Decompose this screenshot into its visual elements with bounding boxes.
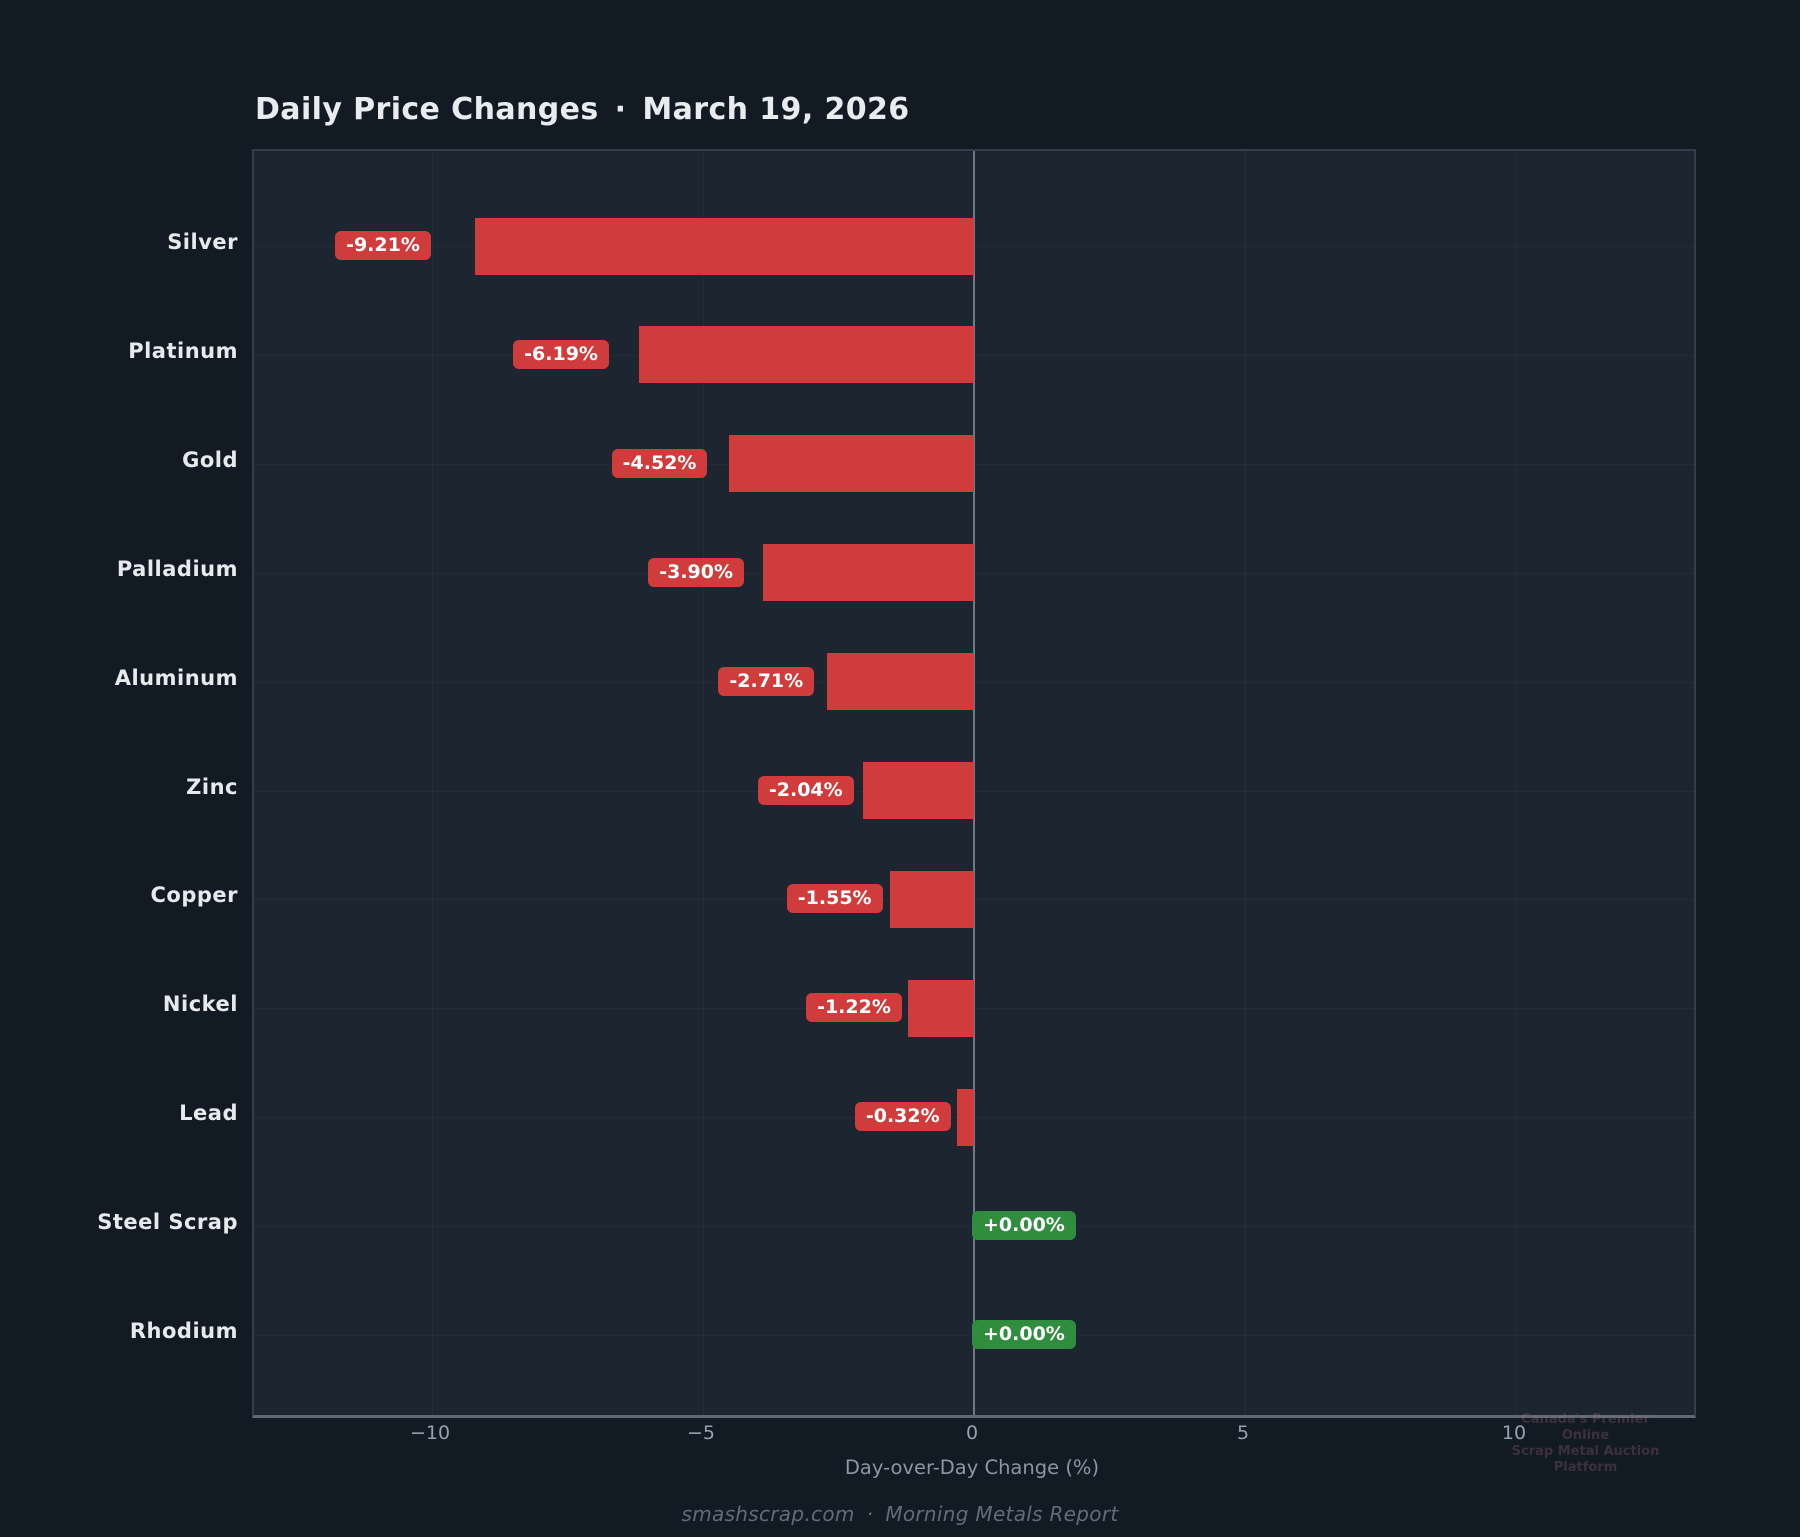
chart-title-left: Daily Price Changes bbox=[255, 92, 599, 127]
y-gridline bbox=[254, 1117, 1694, 1118]
category-label-gold: Gold bbox=[182, 447, 238, 472]
category-label-rhodium: Rhodium bbox=[129, 1319, 238, 1343]
watermark-line1: Canada's Premier Online bbox=[1521, 1412, 1650, 1443]
category-label-steel-scrap: Steel Scrap bbox=[97, 1210, 238, 1235]
category-label-platinum: Platinum bbox=[128, 338, 238, 363]
bar-lead bbox=[956, 1088, 974, 1146]
y-gridline bbox=[254, 464, 1694, 465]
category-label-nickel: Nickel bbox=[162, 992, 238, 1017]
chart-title-right: March 19, 2026 bbox=[642, 92, 910, 127]
y-gridline bbox=[254, 791, 1694, 792]
bar-silver bbox=[474, 217, 974, 275]
bar-aluminum bbox=[827, 653, 974, 711]
value-badge-nickel: -1.22% bbox=[806, 993, 902, 1023]
x-gridline bbox=[1245, 151, 1246, 1415]
category-label-palladium: Palladium bbox=[116, 556, 238, 581]
footer-credit: smashscrap.com · Morning Metals Report bbox=[0, 1502, 1800, 1526]
x-tick-label: −5 bbox=[686, 1422, 715, 1444]
footer-site: smashscrap.com bbox=[681, 1502, 855, 1526]
bar-gold bbox=[729, 435, 974, 493]
category-label-zinc: Zinc bbox=[186, 774, 238, 799]
value-badge-copper: -1.55% bbox=[786, 884, 883, 914]
category-label-silver: Silver bbox=[167, 230, 238, 254]
category-label-copper: Copper bbox=[150, 883, 238, 908]
x-tick-label: 5 bbox=[1236, 1422, 1250, 1444]
chart-title: Daily Price Changes · March 19, 2026 bbox=[255, 92, 910, 127]
value-badge-gold: -4.52% bbox=[611, 448, 708, 478]
y-gridline bbox=[254, 899, 1694, 900]
category-label-aluminum: Aluminum bbox=[114, 665, 238, 690]
bar-palladium bbox=[762, 544, 974, 602]
site-watermark: Canada's Premier Online Scrap Metal Auct… bbox=[1498, 1412, 1673, 1476]
chart-title-separator: · bbox=[614, 92, 627, 127]
bar-nickel bbox=[907, 979, 974, 1037]
x-tick-label: −10 bbox=[409, 1422, 451, 1444]
zero-line bbox=[973, 151, 975, 1415]
value-badge-rhodium: +0.00% bbox=[972, 1320, 1076, 1349]
watermark-line2: Scrap Metal Auction Platform bbox=[1511, 1444, 1660, 1475]
plot-area: -9.21% -6.19% -4.52% -3.90% -2.71% -2.04% -1.5… bbox=[252, 149, 1696, 1418]
x-gridline bbox=[1516, 151, 1517, 1415]
x-gridline bbox=[703, 151, 704, 1415]
x-gridline bbox=[432, 151, 433, 1415]
value-badge-lead: -0.32% bbox=[854, 1102, 951, 1132]
bar-platinum bbox=[638, 326, 974, 384]
value-badge-silver: -9.21% bbox=[335, 231, 431, 260]
bar-copper bbox=[889, 870, 974, 928]
value-badge-palladium: -3.90% bbox=[648, 557, 745, 587]
value-badge-zinc: -2.04% bbox=[757, 775, 854, 805]
category-label-lead: Lead bbox=[179, 1101, 238, 1126]
bar-zinc bbox=[863, 762, 974, 819]
y-gridline bbox=[254, 1008, 1694, 1009]
footer-separator: · bbox=[866, 1502, 874, 1526]
y-gridline bbox=[254, 682, 1694, 683]
x-tick-label: 10 bbox=[1501, 1422, 1527, 1444]
x-axis-title: Day-over-Day Change (%) bbox=[844, 1456, 1100, 1479]
value-badge-platinum: -6.19% bbox=[513, 339, 609, 369]
value-badge-aluminum: -2.71% bbox=[718, 666, 815, 696]
y-gridline bbox=[254, 355, 1694, 356]
value-badge-steel-scrap: +0.00% bbox=[972, 1211, 1076, 1241]
y-gridline bbox=[254, 573, 1694, 574]
y-gridline bbox=[254, 246, 1694, 247]
footer-report: Morning Metals Report bbox=[885, 1502, 1119, 1526]
x-tick-label: 0 bbox=[965, 1422, 979, 1444]
